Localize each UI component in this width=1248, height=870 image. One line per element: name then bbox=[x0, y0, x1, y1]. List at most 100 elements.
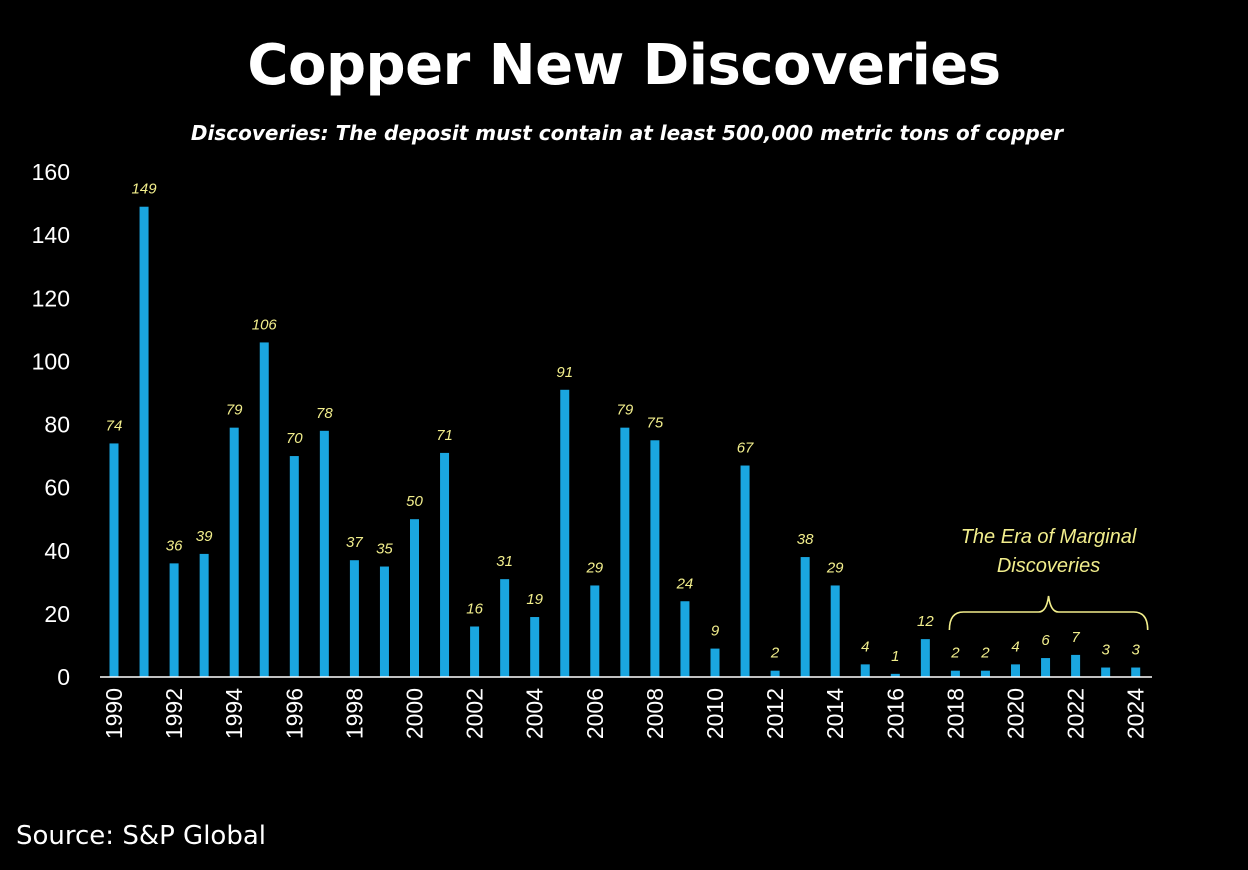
data-label-2014: 29 bbox=[826, 559, 844, 576]
data-label-2018: 2 bbox=[950, 645, 960, 662]
y-tick-label: 0 bbox=[57, 664, 70, 690]
chart-title: Copper New Discoveries bbox=[247, 33, 1001, 98]
data-label-2020: 4 bbox=[1011, 638, 1019, 655]
bar-series bbox=[109, 206, 1141, 677]
bar-2017 bbox=[920, 639, 930, 677]
bar-2004 bbox=[530, 617, 540, 677]
data-label-2017: 12 bbox=[917, 613, 934, 630]
bar-2016 bbox=[890, 673, 900, 677]
x-tick-label: 2006 bbox=[582, 688, 608, 739]
y-tick-label: 80 bbox=[44, 412, 70, 438]
x-tick-label: 2010 bbox=[702, 688, 728, 739]
data-label-2004: 19 bbox=[526, 591, 543, 608]
bar-2018 bbox=[950, 670, 960, 677]
y-tick-label: 100 bbox=[32, 348, 70, 374]
data-label-2013: 38 bbox=[797, 531, 814, 548]
data-label-1991: 149 bbox=[132, 181, 158, 198]
data-label-1990: 74 bbox=[106, 417, 123, 434]
data-label-1993: 39 bbox=[196, 528, 213, 545]
data-label-2023: 3 bbox=[1101, 642, 1110, 659]
bar-2020 bbox=[1011, 664, 1020, 677]
bar-2011 bbox=[740, 465, 750, 677]
bar-1997 bbox=[319, 430, 329, 677]
data-label-1996: 70 bbox=[286, 430, 303, 447]
bar-1995 bbox=[259, 342, 269, 677]
bar-2008 bbox=[650, 440, 660, 677]
bar-2007 bbox=[620, 427, 630, 677]
x-tick-label: 2022 bbox=[1063, 688, 1089, 739]
data-label-2019: 2 bbox=[980, 645, 990, 662]
x-tick-label: 2018 bbox=[942, 688, 968, 739]
bar-1996 bbox=[289, 456, 299, 677]
bar-2010 bbox=[710, 648, 720, 677]
bar-1990 bbox=[109, 443, 119, 677]
x-tick-label: 2002 bbox=[462, 688, 488, 739]
x-tick-label: 2004 bbox=[522, 688, 548, 739]
y-tick-label: 40 bbox=[44, 538, 70, 564]
data-label-2009: 24 bbox=[676, 575, 694, 592]
y-tick-label: 160 bbox=[32, 159, 70, 185]
x-tick-label: 2014 bbox=[822, 688, 848, 739]
bar-2014 bbox=[830, 585, 840, 677]
bar-1991 bbox=[139, 206, 149, 677]
data-label-1994: 79 bbox=[226, 402, 243, 419]
x-tick-label: 2008 bbox=[642, 688, 668, 739]
x-tick-label: 1998 bbox=[341, 688, 367, 739]
bar-2000 bbox=[410, 519, 419, 677]
bar-2023 bbox=[1101, 667, 1111, 677]
x-axis-tick-labels: 1990 1992 1994 1996 1998 2000 2002 2004 2006 2008… bbox=[101, 688, 1149, 739]
bar-2019 bbox=[980, 670, 990, 677]
y-axis-tick-labels: 0 20 40 60 80 100 120 140 160 bbox=[32, 159, 70, 690]
x-tick-label: 1994 bbox=[221, 688, 247, 739]
source-note: Source: S&P Global bbox=[16, 821, 266, 851]
bar-1998 bbox=[349, 560, 359, 677]
x-tick-label: 1996 bbox=[281, 688, 307, 739]
data-label-2016: 1 bbox=[891, 648, 899, 665]
data-label-2005: 91 bbox=[556, 364, 573, 381]
bar-2005 bbox=[560, 389, 570, 677]
annotation-text-line1: The Era of Marginal bbox=[961, 526, 1137, 548]
bar-1993 bbox=[199, 553, 209, 677]
bar-2003 bbox=[500, 579, 510, 677]
data-label-2015: 4 bbox=[861, 638, 869, 655]
y-tick-label: 20 bbox=[44, 601, 70, 627]
x-tick-label: 2020 bbox=[1003, 688, 1029, 739]
bar-2009 bbox=[680, 601, 690, 677]
annotation-text-line2: Discoveries bbox=[997, 555, 1100, 577]
data-label-2006: 29 bbox=[585, 559, 603, 576]
chart-subtitle: Discoveries: The deposit must contain at… bbox=[190, 121, 1064, 145]
bar-2022 bbox=[1071, 654, 1081, 677]
data-label-2021: 6 bbox=[1041, 632, 1050, 649]
data-label-1997: 78 bbox=[316, 405, 333, 422]
x-tick-label: 2016 bbox=[882, 688, 908, 739]
bar-2013 bbox=[800, 557, 810, 677]
bar-2006 bbox=[590, 585, 600, 677]
bar-2024 bbox=[1131, 667, 1141, 677]
data-label-2008: 75 bbox=[647, 414, 664, 431]
bar-2002 bbox=[470, 626, 480, 677]
data-label-2024: 3 bbox=[1132, 642, 1141, 659]
data-label-1999: 35 bbox=[376, 541, 393, 558]
data-label-2001: 71 bbox=[436, 427, 453, 444]
data-label-2011: 67 bbox=[737, 440, 754, 457]
data-label-2002: 16 bbox=[466, 601, 483, 618]
bar-1992 bbox=[169, 563, 179, 677]
data-label-1992: 36 bbox=[166, 537, 183, 554]
data-label-2012: 2 bbox=[770, 645, 780, 662]
bar-2001 bbox=[440, 452, 450, 677]
data-label-2010: 9 bbox=[711, 623, 720, 640]
bar-2021 bbox=[1041, 658, 1051, 677]
y-tick-label: 120 bbox=[32, 285, 70, 311]
marginal-era-annotation: The Era of Marginal Discoveries bbox=[948, 526, 1149, 631]
y-tick-label: 140 bbox=[32, 222, 70, 248]
annotation-bracket bbox=[948, 595, 1149, 631]
data-label-2000: 50 bbox=[406, 493, 423, 510]
y-tick-label: 60 bbox=[44, 475, 70, 501]
data-label-1998: 37 bbox=[346, 534, 363, 551]
bar-1999 bbox=[379, 566, 389, 677]
data-label-1995: 106 bbox=[252, 316, 278, 333]
x-tick-label: 1990 bbox=[101, 688, 127, 739]
bar-1994 bbox=[229, 427, 239, 677]
bar-2012 bbox=[770, 670, 780, 677]
